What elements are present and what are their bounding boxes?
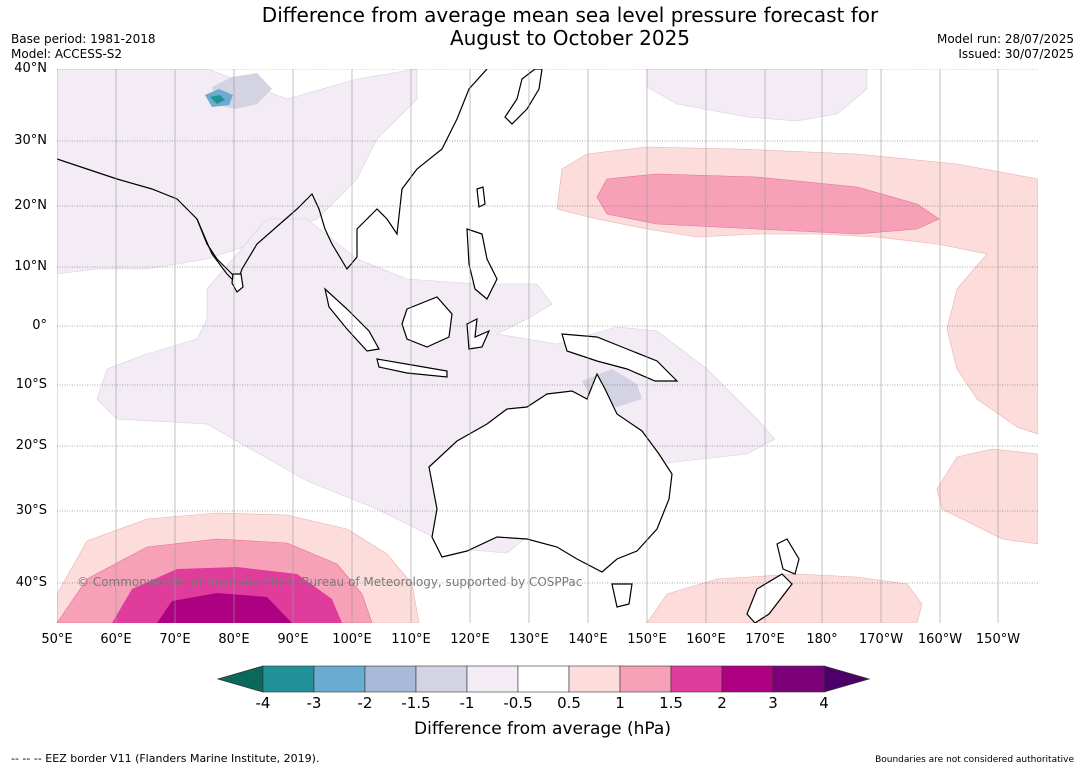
longitude-label: 70°E [159,632,191,647]
colorbar-tick-label: -4 [255,694,271,712]
longitude-label: 180° [806,632,838,647]
chart-title: Difference from average mean sea level p… [0,4,1085,50]
landmass-new-guinea [561,333,679,382]
colorbar-segment [517,665,570,693]
model-run: Model run: 28/07/2025 [936,32,1074,46]
landmass-sri-lanka [231,273,244,293]
landmass-tasmania [611,583,633,608]
landmass-new-zealand-south [746,573,793,623]
latitude-label: 40°S [15,575,47,590]
issued-date: Issued: 30/07/2025 [958,47,1074,61]
colorbar-segment [415,665,468,693]
colorbar-extend-min [216,665,264,693]
pressure-anomaly-map [57,69,1038,623]
longitude-label: 150°E [627,632,667,647]
colorbar-tick-label: 4 [819,694,829,712]
meta-left: Base period: 1981-2018 Model: ACCESS-S2 [11,32,156,62]
landmass-sulawesi [466,317,491,350]
colorbar-tick-label: 1 [615,694,625,712]
colorbar-tick-label: -1.5 [401,694,431,712]
anomaly-region-himalaya-center [210,95,225,104]
longitude-label: 170°E [745,632,785,647]
colorbar-tick-label: 1.5 [659,694,683,712]
landmass-new-zealand-north [776,538,800,575]
colorbar-tick-label: 3 [768,694,778,712]
longitude-label: 50°E [41,632,73,647]
anomaly-region-south-asia [57,69,418,275]
model-name: Model: ACCESS-S2 [11,47,123,61]
meta-right: Model run: 28/07/2025 Issued: 30/07/2025 [937,32,1074,62]
longitude-label: 130°E [509,632,549,647]
longitude-label: 110°E [391,632,431,647]
colorbar-tick-label: -2 [357,694,373,712]
landmass-java [376,358,448,378]
longitude-label: 170°W [858,632,904,647]
landmass-india-outline [196,218,236,278]
longitude-label: 80°E [218,632,250,647]
landmass-japan [504,69,543,125]
landmass-borneo [401,296,453,348]
landmass-asia [57,69,488,286]
anomaly-region-subtropical-pacific-core [596,173,940,235]
longitude-label: 100°E [332,632,372,647]
landmass-taiwan [476,186,486,208]
longitude-label: 60°E [100,632,132,647]
colorbar-segment [619,665,672,693]
colorbar-tick-label: 2 [717,694,727,712]
title-line-2: August to October 2025 [449,26,691,50]
anomaly-region-tasman [646,573,923,623]
colorbar-tick-label: -3 [306,694,322,712]
boundaries-disclaimer: Boundaries are not considered authoritat… [875,755,1074,765]
colorbar-segment [568,665,621,693]
latitude-label: 0° [32,318,47,333]
colorbar-segment [262,665,315,693]
landmass-australia [428,372,673,573]
colorbar-segment [721,665,774,693]
colorbar-tick-label: 0.5 [557,694,581,712]
colorbar-segment [313,665,366,693]
longitude-label: 160°E [686,632,726,647]
longitude-label: 160°W [917,632,963,647]
eez-border-note: -- -- -- EEZ border V11 (Flanders Marine… [11,752,320,765]
colorbar-tick-label: -0.5 [503,694,533,712]
latitude-label: 10°N [14,259,47,274]
colorbar-segment [466,665,519,693]
colorbar-tick-label: -1 [459,694,475,712]
anomaly-region-north-pacific [646,69,868,122]
longitude-label: 90°E [277,632,309,647]
colorbar [216,665,871,693]
anomaly-region-southwest-pacific [936,448,1038,545]
latitude-label: 30°S [15,503,47,518]
title-line-1: Difference from average mean sea level p… [261,3,879,27]
base-period: Base period: 1981-2018 [11,32,156,46]
anomaly-region-southern-ocean-max [157,593,292,623]
copyright-notice: © Commonwealth of Australia 2025, Bureau… [77,575,583,589]
latitude-label: 20°S [15,438,47,453]
graticule [57,69,1038,623]
latitude-label: 30°N [14,133,47,148]
latitude-label: 40°N [14,61,47,76]
coastlines [57,69,800,623]
longitude-label: 140°E [568,632,608,647]
colorbar-extend-max [823,665,871,693]
longitude-label: 150°W [975,632,1021,647]
latitude-label: 10°S [15,377,47,392]
colorbar-segment [364,665,417,693]
colorbar-label: Difference from average (hPa) [414,719,671,739]
colorbar-segment [772,665,825,693]
latitude-label: 20°N [14,198,47,213]
colorbar-segment [670,665,723,693]
longitude-label: 120°E [450,632,490,647]
